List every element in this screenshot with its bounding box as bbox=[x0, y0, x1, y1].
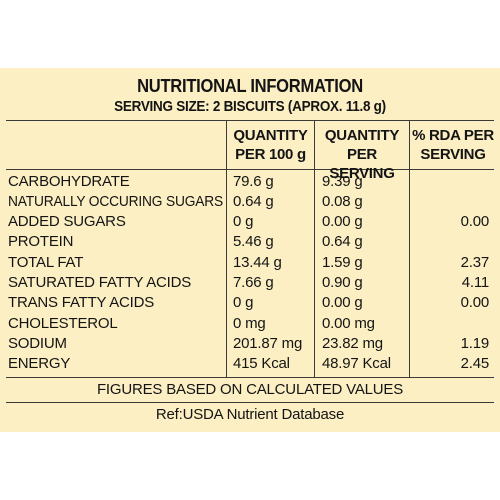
header-rda-per-serving: % RDA PER SERVING bbox=[410, 126, 496, 164]
row-name: CARBOHYDRATE bbox=[8, 173, 130, 190]
row-qty-per-serving: 0.90 g bbox=[322, 274, 363, 291]
row-name: SODIUM bbox=[8, 335, 67, 352]
header-rda-line1: % RDA PER bbox=[412, 127, 494, 144]
row-name: TRANS FATTY ACIDS bbox=[8, 294, 155, 311]
header-rda-line2: SERVING bbox=[420, 146, 486, 163]
footer-note: FIGURES BASED ON CALCULATED VALUES bbox=[96, 381, 404, 398]
row-name: ADDED SUGARS bbox=[8, 213, 126, 230]
row-qty-per-serving: 0.08 g bbox=[322, 193, 363, 210]
row-qty-per-100g: 0 mg bbox=[233, 315, 266, 332]
header-qty-per-serving-line2: PER SERVING bbox=[329, 146, 395, 182]
row-name: PROTEIN bbox=[8, 233, 74, 250]
rule-footer bbox=[6, 402, 494, 403]
header-qty-per-100g-line2: PER 100 g bbox=[235, 146, 306, 163]
rule-header-bottom bbox=[6, 169, 494, 170]
row-rda: 2.45 bbox=[460, 355, 490, 372]
row-qty-per-100g: 79.6 g bbox=[233, 173, 274, 190]
reference-note: Ref:USDA Nutrient Database bbox=[155, 406, 345, 423]
header-qty-per-100g: QUANTITY PER 100 g bbox=[227, 126, 314, 164]
row-name: ENERGY bbox=[8, 355, 71, 372]
header-qty-per-serving-line1: QUANTITY bbox=[324, 127, 400, 144]
row-qty-per-100g: 201.87 mg bbox=[233, 335, 303, 352]
row-qty-per-100g: 0.64 g bbox=[233, 193, 274, 210]
row-qty-per-serving: 23.82 mg bbox=[322, 335, 383, 352]
row-rda: 4.11 bbox=[461, 274, 489, 291]
row-qty-per-serving: 1.59 g bbox=[322, 254, 363, 271]
row-name: TOTAL FAT bbox=[8, 254, 84, 271]
row-qty-per-100g: 415 Kcal bbox=[233, 355, 290, 372]
serving-size: SERVING SIZE: 2 BISCUITS (APROX. 11.8 g) bbox=[114, 98, 386, 115]
rule-top bbox=[6, 120, 494, 121]
row-qty-per-serving: 0.64 g bbox=[322, 233, 363, 250]
row-qty-per-100g: 7.66 g bbox=[233, 274, 274, 291]
divider-col-1 bbox=[226, 120, 227, 377]
row-qty-per-serving: 0.00 g bbox=[322, 213, 363, 230]
row-qty-per-serving: 0.00 mg bbox=[322, 315, 375, 332]
row-rda: 1.19 bbox=[460, 335, 490, 352]
row-qty-per-100g: 0 g bbox=[233, 213, 254, 230]
nutrition-label-panel bbox=[0, 68, 500, 432]
row-rda: 2.37 bbox=[460, 254, 490, 271]
row-qty-per-100g: 13.44 g bbox=[233, 254, 282, 271]
divider-col-3 bbox=[409, 120, 410, 377]
rule-table-bottom bbox=[6, 377, 494, 378]
label-title: NUTRITIONAL INFORMATION bbox=[137, 76, 363, 96]
row-name: NATURALLY OCCURING SUGARS bbox=[8, 193, 224, 210]
header-qty-per-100g-line1: QUANTITY bbox=[233, 127, 308, 144]
header-qty-per-serving: QUANTITY PER SERVING bbox=[315, 126, 409, 183]
row-qty-per-serving: 0.00 g bbox=[322, 294, 363, 311]
row-name: SATURATED FATTY ACIDS bbox=[8, 274, 192, 291]
row-rda: 0.00 bbox=[460, 213, 490, 230]
row-qty-per-serving: 48.97 Kcal bbox=[322, 355, 391, 372]
row-qty-per-serving: 9.39 g bbox=[322, 173, 363, 190]
divider-col-2 bbox=[314, 120, 315, 377]
row-qty-per-100g: 0 g bbox=[233, 294, 254, 311]
row-name: CHOLESTEROL bbox=[8, 315, 118, 332]
row-qty-per-100g: 5.46 g bbox=[233, 233, 274, 250]
row-rda: 0.00 bbox=[460, 294, 490, 311]
